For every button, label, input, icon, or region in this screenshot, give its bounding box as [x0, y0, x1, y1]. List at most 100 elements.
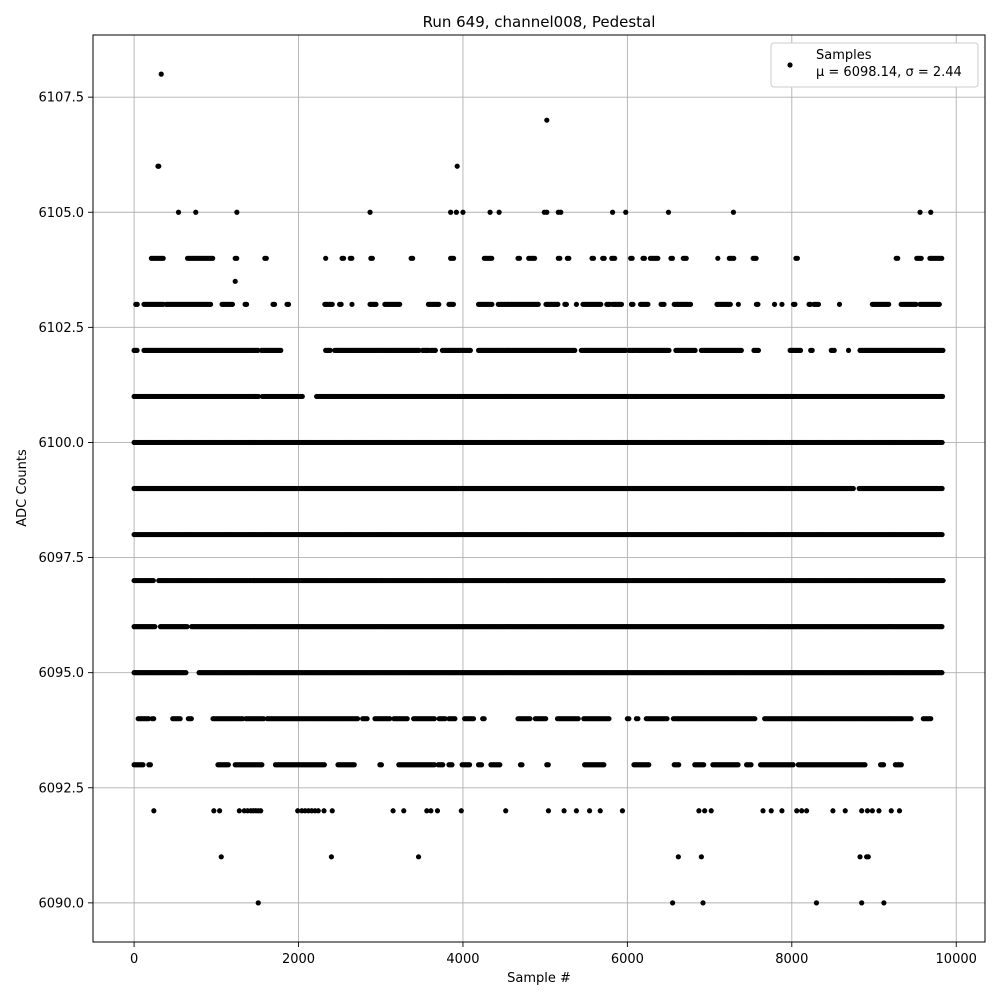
data-point: [259, 762, 265, 768]
data-point: [702, 808, 708, 814]
data-point: [470, 716, 477, 722]
data-point: [432, 347, 438, 353]
data-point: [813, 900, 820, 906]
data-point: [572, 347, 578, 353]
data-point: [842, 808, 848, 814]
data-point: [939, 624, 945, 630]
data-point: [898, 762, 904, 768]
data-point: [458, 808, 464, 814]
data-point: [234, 209, 240, 215]
data-point: [177, 716, 183, 722]
data-point: [797, 347, 804, 353]
data-point: [760, 808, 766, 814]
data-point: [768, 808, 774, 814]
data-point: [896, 808, 903, 814]
data-point: [735, 762, 741, 768]
data-point: [939, 531, 945, 538]
data-point: [561, 808, 567, 814]
data-point: [175, 209, 182, 215]
data-point: [454, 163, 460, 169]
data-point: [940, 577, 946, 584]
data-point: [278, 347, 284, 353]
data-point: [669, 900, 676, 906]
data-point: [255, 900, 261, 906]
data-point: [188, 716, 194, 722]
data-point: [134, 347, 140, 353]
data-point: [545, 762, 551, 768]
data-point: [519, 762, 525, 768]
data-point: [794, 808, 800, 814]
data-point: [404, 716, 410, 722]
data-point: [586, 808, 593, 814]
data-points: [131, 71, 946, 906]
data-point: [779, 808, 785, 814]
data-point: [646, 762, 652, 768]
data-point: [939, 439, 945, 446]
data-point: [401, 808, 407, 814]
data-point: [390, 808, 396, 814]
data-point: [503, 808, 509, 814]
data-point: [232, 278, 238, 284]
data-point: [481, 716, 487, 722]
data-point: [497, 762, 503, 768]
data-point: [466, 762, 473, 768]
data-point: [880, 762, 887, 768]
data-point: [626, 716, 632, 722]
data-point: [452, 716, 458, 722]
data-point: [428, 808, 434, 814]
data-point: [140, 762, 146, 768]
data-point: [453, 209, 459, 215]
data-point: [258, 808, 264, 814]
data-point: [145, 716, 152, 722]
data-point: [460, 209, 466, 215]
data-point: [928, 716, 934, 722]
data-point: [701, 762, 707, 768]
data-point: [850, 485, 856, 492]
data-point: [151, 808, 157, 814]
data-point: [152, 624, 158, 630]
data-point: [799, 808, 805, 814]
data-point: [321, 808, 327, 814]
data-point: [424, 808, 430, 814]
data-point: [609, 209, 616, 215]
data-point: [367, 209, 373, 215]
data-point: [864, 808, 871, 814]
data-point: [236, 808, 242, 814]
data-point: [876, 808, 882, 814]
data-point: [150, 577, 156, 584]
data-point: [939, 393, 946, 400]
data-point: [487, 209, 493, 215]
data-point: [601, 762, 607, 768]
data-point: [857, 854, 863, 860]
data-point: [698, 854, 704, 860]
data-point: [151, 716, 157, 722]
data-point: [700, 900, 706, 906]
data-point: [218, 854, 224, 860]
data-point: [558, 209, 564, 215]
data-point: [255, 347, 261, 353]
data-point: [597, 808, 603, 814]
data-point: [623, 209, 629, 215]
data-point: [255, 393, 262, 400]
data-point: [442, 716, 448, 722]
data-point: [675, 854, 681, 860]
data-point: [635, 716, 641, 722]
data-point: [156, 163, 162, 169]
data-point: [666, 347, 672, 353]
data-point: [415, 854, 422, 860]
data-point: [676, 762, 682, 768]
data-point: [364, 716, 370, 722]
data-point: [351, 762, 357, 768]
data-point: [544, 117, 550, 123]
data-point: [859, 808, 865, 814]
data-point: [696, 808, 702, 814]
data-point: [328, 854, 335, 860]
data-point: [527, 716, 533, 722]
data-point: [738, 347, 744, 353]
data-point: [928, 209, 934, 215]
data-point: [708, 808, 714, 814]
data-point: [299, 393, 305, 400]
data-point: [225, 762, 231, 768]
